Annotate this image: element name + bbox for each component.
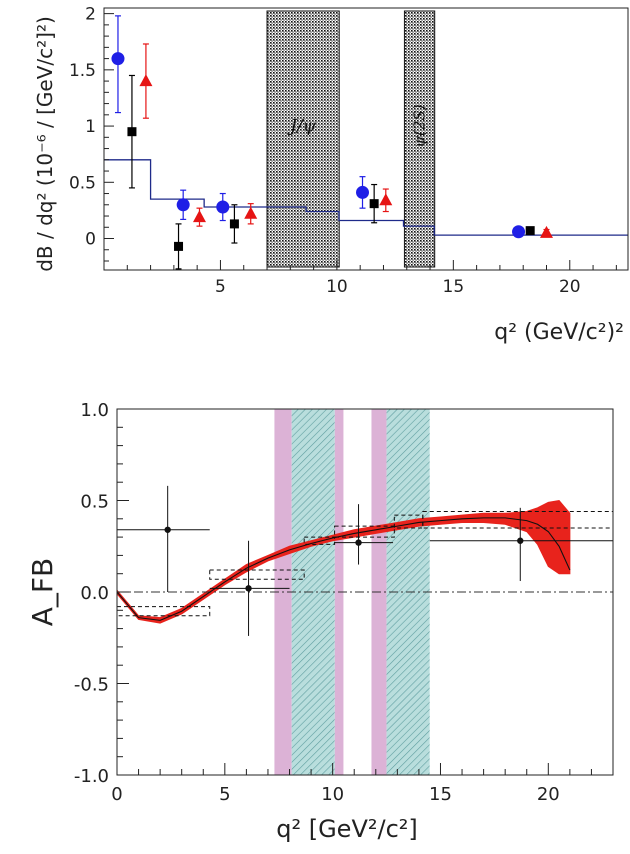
data-point-circle xyxy=(176,198,190,212)
data-point-square xyxy=(229,219,239,229)
data-point-triangle xyxy=(379,193,393,206)
top-x-axis-title: q² (GeV/c²)² xyxy=(494,320,624,345)
theory-band xyxy=(116,499,571,624)
data-series xyxy=(111,15,553,270)
top-plot-frame xyxy=(103,7,629,271)
data-point-square xyxy=(127,127,137,137)
top-axes: 5 10 15 20 0 0.5 1 1.5 2 xyxy=(69,5,617,297)
prediction-box xyxy=(209,569,305,580)
top-veto-labels: J/ψ ψ(2S) xyxy=(287,104,428,147)
y-tick-label: 0 xyxy=(85,230,96,250)
y-tick-label: -1.0 xyxy=(74,766,109,787)
prediction-box xyxy=(393,514,424,529)
veto-region xyxy=(266,10,340,268)
top-vetoed-regions xyxy=(266,10,436,268)
model-step-line xyxy=(104,159,628,236)
central-curve xyxy=(116,517,571,621)
data-point-circle xyxy=(111,52,125,66)
y-tick-label: 1.0 xyxy=(80,400,109,421)
x-tick-label: 20 xyxy=(559,277,581,297)
x-tick-label: 5 xyxy=(219,784,230,805)
y-tick-label: 2 xyxy=(85,5,96,25)
data-point xyxy=(245,585,252,592)
x-tick-label: 0 xyxy=(111,784,122,805)
x-tick-label: 20 xyxy=(537,784,560,805)
data-point xyxy=(517,537,524,544)
x-tick-label: 15 xyxy=(443,277,465,297)
x-tick-label: 10 xyxy=(326,277,348,297)
theory-uncertainty-band xyxy=(116,499,571,624)
y-tick-label: 1.5 xyxy=(69,61,96,81)
y-tick-label: 0.0 xyxy=(80,583,109,604)
bottom-y-axis-title: A_FB xyxy=(26,558,59,626)
x-tick-label: 5 xyxy=(215,277,226,297)
bottom-x-axis-title: q² [GeV²/c²] xyxy=(276,815,418,843)
psi2s-region-label: ψ(2S) xyxy=(411,104,429,147)
x-tick-label: 15 xyxy=(429,784,452,805)
data-point xyxy=(355,539,362,546)
data-point-square xyxy=(369,199,379,209)
data-point-square xyxy=(525,226,535,236)
data-point-triangle xyxy=(539,225,553,238)
model-prediction-line xyxy=(104,159,628,236)
y-tick-label: 0.5 xyxy=(69,173,96,193)
data-point-triangle xyxy=(192,210,206,223)
y-tick-label: 1 xyxy=(85,117,96,137)
data-point-square xyxy=(174,241,184,251)
prediction-box xyxy=(303,536,336,545)
measured-points xyxy=(117,485,613,636)
forward-backward-asymmetry-chart: 0 5 10 15 20 -1.0 -0.5 0.0 0.5 1.0 q² [GeV²/c²] A… xyxy=(26,400,614,843)
data-point-circle xyxy=(356,185,370,199)
x-tick-label: 10 xyxy=(321,784,344,805)
top-y-axis-title: dB / dq² (10⁻⁶ / [GeV/c²]²) xyxy=(33,16,57,272)
prediction-box xyxy=(334,525,395,538)
veto-region xyxy=(403,10,436,268)
y-tick-label: 0.5 xyxy=(80,492,109,513)
bottom-axes: 0 5 10 15 20 -1.0 -0.5 0.0 0.5 1.0 xyxy=(74,400,592,805)
data-point-triangle xyxy=(139,74,153,87)
data-point-triangle xyxy=(244,206,258,219)
data-point-circle xyxy=(216,200,230,214)
y-tick-label: -0.5 xyxy=(74,675,109,696)
data-point-circle xyxy=(512,225,526,239)
theory-central-curve xyxy=(116,517,571,621)
data-point xyxy=(164,526,171,533)
jpsi-region-label: J/ψ xyxy=(287,117,317,137)
